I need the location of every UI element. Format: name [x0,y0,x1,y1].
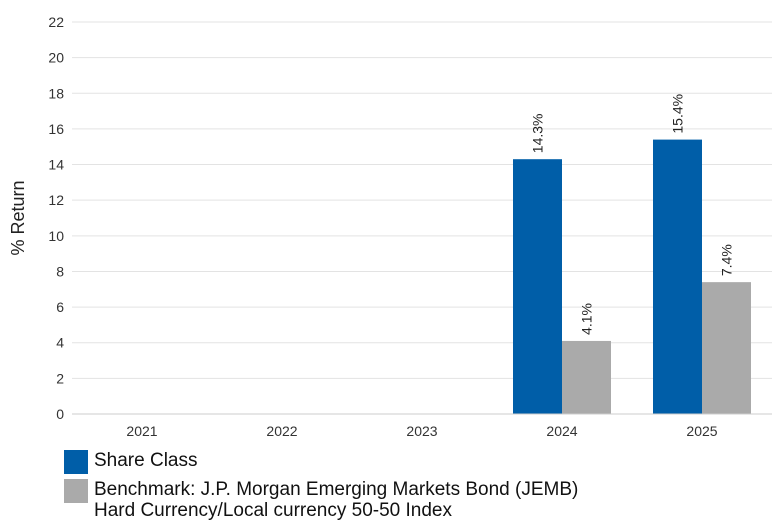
y-axis-ticks: 0 2 4 6 8 10 12 14 16 18 20 22 [48,14,64,422]
legend: Share Class Benchmark: J.P. Morgan Emerg… [64,450,764,526]
y-tick-label: 10 [48,228,64,244]
x-tick-label: 2024 [546,423,577,439]
y-tick-label: 6 [56,299,64,315]
y-tick-label: 22 [48,14,64,30]
y-tick-label: 18 [48,85,64,101]
y-tick-label: 12 [48,192,64,208]
bars [513,139,751,414]
x-tick-label: 2022 [266,423,297,439]
legend-item-share-class: Share Class [64,450,764,474]
x-axis-ticks: 2021 2022 2023 2024 2025 [126,423,717,439]
data-labels: 14.3% 4.1% 15.4% 7.4% [530,94,735,335]
y-tick-label: 20 [48,50,64,66]
y-axis-label: % Return [8,180,28,255]
y-tick-label: 0 [56,406,64,422]
bar-benchmark-2024 [562,340,611,414]
x-tick-label: 2023 [406,423,437,439]
y-tick-label: 16 [48,121,64,137]
legend-label-benchmark-line1: Benchmark: J.P. Morgan Emerging Markets … [94,479,579,500]
legend-label-benchmark: Benchmark: J.P. Morgan Emerging Markets … [94,479,578,521]
data-label: 14.3% [530,113,546,153]
bar-share-class-2024 [513,159,562,414]
y-tick-label: 2 [56,370,64,386]
legend-item-benchmark: Benchmark: J.P. Morgan Emerging Markets … [64,479,764,521]
y-tick-label: 4 [56,335,64,351]
legend-swatch-share-class [64,450,88,474]
grid-lines [72,21,772,379]
data-label: 4.1% [579,303,595,335]
x-tick-label: 2025 [686,423,717,439]
y-tick-label: 14 [48,157,64,173]
legend-label-share-class: Share Class [94,450,198,471]
x-tick-label: 2021 [126,423,157,439]
bar-benchmark-2025 [702,282,751,414]
data-label: 15.4% [670,94,686,134]
y-tick-label: 8 [56,263,64,279]
bar-share-class-2025 [653,139,702,414]
data-label: 7.4% [719,244,735,276]
legend-label-benchmark-line2: Hard Currency/Local currency 50-50 Index [94,500,453,521]
legend-swatch-benchmark [64,479,88,503]
